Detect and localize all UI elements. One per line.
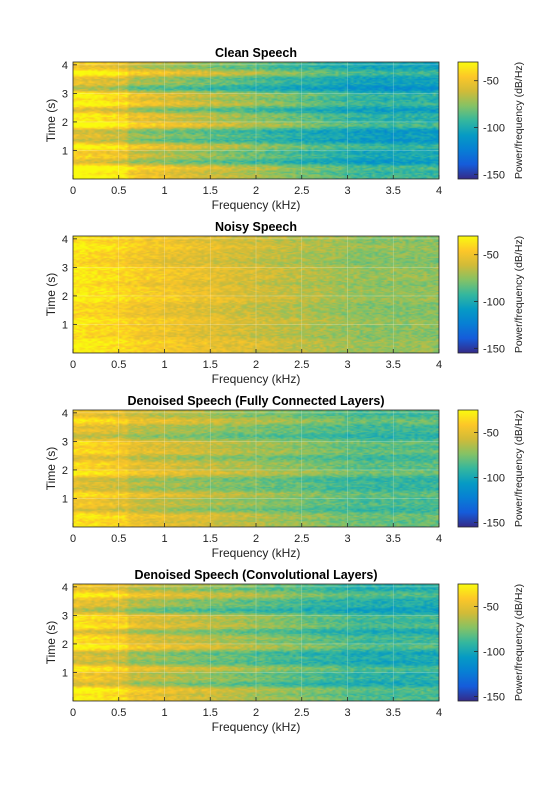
colorbar-tick-label: -150 <box>483 692 505 704</box>
y-tick-label: 3 <box>62 262 68 274</box>
x-tick-label: 0 <box>70 533 76 545</box>
x-tick-label: 3 <box>344 707 350 719</box>
y-tick-label: 4 <box>62 408 68 420</box>
y-tick-label: 1 <box>62 319 68 331</box>
x-tick-label: 4 <box>436 707 442 719</box>
y-tick-label: 1 <box>62 145 68 157</box>
x-axis-label: Frequency (kHz) <box>212 546 301 560</box>
y-tick-label: 2 <box>62 465 68 477</box>
x-tick-label: 4 <box>436 359 442 371</box>
y-axis-label: Time (s) <box>44 447 58 491</box>
chart-title: Denoised Speech (Fully Connected Layers) <box>127 394 384 408</box>
y-tick-label: 3 <box>62 88 68 100</box>
x-tick-label: 2.5 <box>294 707 309 719</box>
spectrogram-panel-3: 0 0.5 1 1.5 2 2.5 3 3.5 4 1 2 3 4 Denoised Speech (Fu… <box>44 394 525 560</box>
colorbar-tick-label: -100 <box>483 473 505 485</box>
x-tick-label: 1 <box>161 533 167 545</box>
chart-title: Denoised Speech (Convolutional Layers) <box>134 568 377 582</box>
colorbar-label: Power/frequency (dB/Hz) <box>513 62 525 179</box>
spectrogram-image <box>73 236 439 353</box>
colorbar-tick-label: -50 <box>483 428 499 440</box>
spectrogram-panel-1: 0 0.5 1 1.5 2 2.5 3 3.5 4 1 2 3 4 Clean Speech Frequen… <box>44 46 525 212</box>
colorbar-tick-label: -150 <box>483 518 505 530</box>
x-tick-label: 3 <box>344 359 350 371</box>
x-tick-label: 3.5 <box>386 185 401 197</box>
x-tick-label: 0.5 <box>111 707 126 719</box>
x-axis-label: Frequency (kHz) <box>212 198 301 212</box>
x-tick-label: 2 <box>253 533 259 545</box>
x-tick-label: 1.5 <box>203 185 218 197</box>
y-tick-label: 3 <box>62 610 68 622</box>
y-tick-label: 1 <box>62 667 68 679</box>
y-tick-label: 1 <box>62 493 68 505</box>
x-tick-label: 0 <box>70 359 76 371</box>
chart-title: Clean Speech <box>215 46 297 60</box>
x-tick-label: 0.5 <box>111 359 126 371</box>
colorbar-tick-label: -150 <box>483 169 505 181</box>
y-tick-label: 2 <box>62 117 68 129</box>
colorbar-tick-label: -150 <box>483 343 505 355</box>
x-tick-label: 1 <box>161 359 167 371</box>
x-tick-label: 3.5 <box>386 359 401 371</box>
x-tick-label: 0.5 <box>111 185 126 197</box>
y-axis-label: Time (s) <box>44 273 58 317</box>
x-tick-label: 2.5 <box>294 533 309 545</box>
colorbar <box>457 61 479 180</box>
spectrogram-panel-2: 0 0.5 1 1.5 2 2.5 3 3.5 4 1 2 3 4 Noisy Speech Frequen… <box>44 220 525 386</box>
y-tick-label: 4 <box>62 582 68 594</box>
colorbar-tick-label: -50 <box>483 602 499 614</box>
x-tick-label: 2.5 <box>294 185 309 197</box>
x-tick-label: 1 <box>161 185 167 197</box>
spectrogram-image <box>73 584 439 701</box>
colorbar-label: Power/frequency (dB/Hz) <box>513 236 525 353</box>
x-tick-label: 1.5 <box>203 707 218 719</box>
x-tick-label: 1 <box>161 707 167 719</box>
y-axis-label: Time (s) <box>44 621 58 665</box>
colorbar-tick-label: -100 <box>483 297 505 309</box>
colorbar-label: Power/frequency (dB/Hz) <box>513 410 525 527</box>
y-axis-label: Time (s) <box>44 99 58 143</box>
x-tick-label: 2.5 <box>294 359 309 371</box>
y-tick-label: 4 <box>62 60 68 72</box>
y-tick-label: 2 <box>62 291 68 303</box>
colorbar <box>457 235 479 354</box>
x-tick-label: 2 <box>253 359 259 371</box>
colorbar-label: Power/frequency (dB/Hz) <box>513 584 525 701</box>
x-tick-label: 0 <box>70 185 76 197</box>
x-axis-label: Frequency (kHz) <box>212 372 301 386</box>
chart-title: Noisy Speech <box>215 220 297 234</box>
spectrogram-image <box>73 410 439 527</box>
x-axis-label: Frequency (kHz) <box>212 720 301 734</box>
y-tick-label: 2 <box>62 639 68 651</box>
colorbar-tick-label: -100 <box>483 647 505 659</box>
x-tick-label: 4 <box>436 533 442 545</box>
y-tick-label: 4 <box>62 234 68 246</box>
x-tick-label: 0 <box>70 707 76 719</box>
colorbar <box>457 583 479 702</box>
x-tick-label: 2 <box>253 707 259 719</box>
x-tick-label: 1.5 <box>203 533 218 545</box>
x-tick-label: 3 <box>344 185 350 197</box>
colorbar-tick-label: -100 <box>483 123 505 135</box>
y-tick-label: 3 <box>62 436 68 448</box>
x-tick-label: 2 <box>253 185 259 197</box>
spectrogram-panel-4: 0 0.5 1 1.5 2 2.5 3 3.5 4 1 2 3 4 Denoised Speech (Co… <box>44 568 525 734</box>
x-tick-label: 4 <box>436 185 442 197</box>
x-tick-label: 1.5 <box>203 359 218 371</box>
x-tick-label: 3.5 <box>386 533 401 545</box>
colorbar-tick-label: -50 <box>483 250 499 262</box>
colorbar <box>457 409 479 528</box>
x-tick-label: 3 <box>344 533 350 545</box>
x-tick-label: 3.5 <box>386 707 401 719</box>
spectrogram-image <box>73 62 439 179</box>
x-tick-label: 0.5 <box>111 533 126 545</box>
colorbar-tick-label: -50 <box>483 76 499 88</box>
